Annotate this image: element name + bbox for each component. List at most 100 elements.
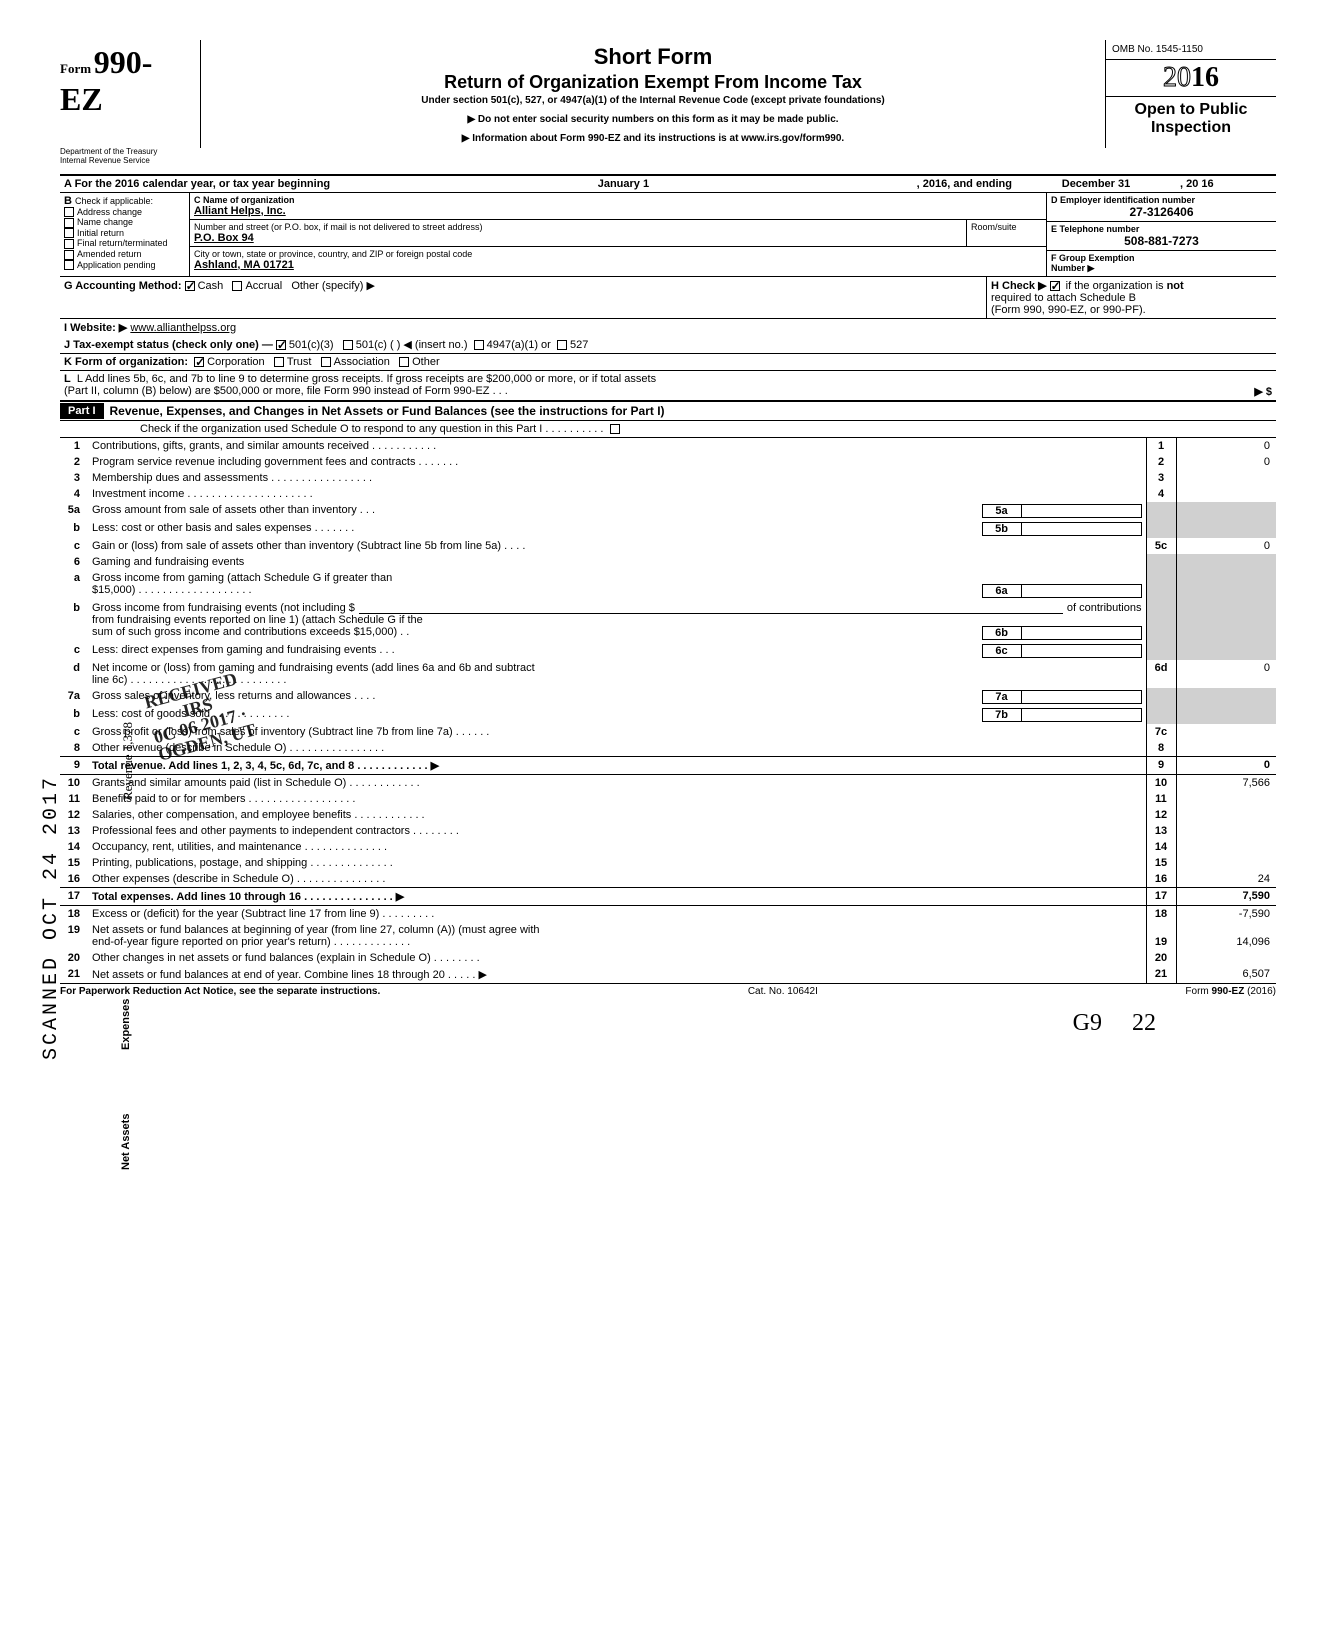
- line-5a: 5aGross amount from sale of assets other…: [60, 502, 1276, 520]
- checkbox-501c-icon[interactable]: [343, 340, 353, 350]
- row-l: L L Add lines 5b, 6c, and 7b to line 9 t…: [60, 371, 1276, 401]
- org-addr: P.O. Box 94: [194, 232, 254, 244]
- line-9: 9Total revenue. Add lines 1, 2, 3, 4, 5c…: [60, 756, 1276, 774]
- room-suite: Room/suite: [966, 220, 1046, 246]
- checkbox-icon[interactable]: [64, 228, 74, 238]
- line-19: 19Net assets or fund balances at beginni…: [60, 922, 1276, 950]
- row-h: H Check ▶ if the organization is not req…: [986, 277, 1276, 318]
- header-arrow2: ▶ Information about Form 990-EZ and its …: [207, 133, 1099, 144]
- row-a-begin: January 1: [334, 176, 913, 192]
- line-17: 17Total expenses. Add lines 10 through 1…: [60, 887, 1276, 905]
- row-i: I Website: ▶ www.allianthelpss.org: [60, 319, 1276, 336]
- open-public: Open to Public Inspection: [1106, 97, 1276, 140]
- page-footer: For Paperwork Reduction Act Notice, see …: [60, 984, 1276, 997]
- checkbox-527-icon[interactable]: [557, 340, 567, 350]
- box-b-sub: Check if applicable:: [75, 196, 153, 206]
- checkbox-schedo-icon[interactable]: [610, 424, 620, 434]
- title-return: Return of Organization Exempt From Incom…: [207, 72, 1099, 93]
- line-20: 20Other changes in net assets or fund ba…: [60, 950, 1276, 966]
- header-arrow1: ▶ Do not enter social security numbers o…: [207, 114, 1099, 125]
- line-4: 4Investment income . . . . . . . . . . .…: [60, 486, 1276, 502]
- line-5c: cGain or (loss) from sale of assets othe…: [60, 538, 1276, 554]
- row-a: A For the 2016 calendar year, or tax yea…: [60, 176, 1276, 193]
- chk-initial[interactable]: Initial return: [64, 228, 185, 239]
- box-def: D Employer identification number 27-3126…: [1046, 193, 1276, 276]
- line-14: 14Occupancy, rent, utilities, and mainte…: [60, 839, 1276, 855]
- handwriting: G9 22: [1073, 1010, 1156, 1037]
- revenue-side-label: Revenue 1,378: [120, 722, 136, 800]
- line-2: 2Program service revenue including gover…: [60, 454, 1276, 470]
- checkbox-accrual-icon[interactable]: [232, 281, 242, 291]
- addr-label-cell: Number and street (or P.O. box, if mail …: [190, 220, 966, 246]
- row-a-end: , 20 16: [1176, 176, 1276, 192]
- row-gh: G Accounting Method: Cash Accrual Other …: [60, 277, 1276, 319]
- line-12: 12Salaries, other compensation, and empl…: [60, 807, 1276, 823]
- line-16: 16Other expenses (describe in Schedule O…: [60, 871, 1276, 888]
- form-number: Form 990-EZ: [60, 44, 192, 118]
- phone: 508-881-7273: [1051, 234, 1272, 248]
- box-e: E Telephone number 508-881-7273: [1047, 222, 1276, 251]
- row-a-mid2: , 2016, and ending: [913, 176, 1016, 192]
- year-outline: 20: [1163, 62, 1191, 93]
- line-6b: b Gross income from fundraising events (…: [60, 600, 1276, 642]
- tax-year: 2016: [1106, 60, 1276, 97]
- line-11: 11Benefits paid to or for members . . . …: [60, 791, 1276, 807]
- line-3: 3Membership dues and assessments . . . .…: [60, 470, 1276, 486]
- title-short-form: Short Form: [207, 44, 1099, 70]
- form-number-cell: Form 990-EZ Department of the Treasury I…: [60, 40, 200, 174]
- chk-name[interactable]: Name change: [64, 217, 185, 228]
- checkbox-icon[interactable]: [64, 218, 74, 228]
- chk-amended[interactable]: Amended return: [64, 249, 185, 260]
- part1-header: Part I Revenue, Expenses, and Changes in…: [60, 401, 1276, 421]
- checkbox-other-icon[interactable]: [399, 357, 409, 367]
- line-5b: bLess: cost or other basis and sales exp…: [60, 520, 1276, 538]
- checkbox-h-icon[interactable]: [1050, 281, 1060, 291]
- dept-line2: Internal Revenue Service: [60, 157, 192, 166]
- chk-pending[interactable]: Application pending: [64, 260, 185, 271]
- form-num: 990-EZ: [60, 44, 152, 117]
- checkbox-icon[interactable]: [64, 250, 74, 260]
- title-cell: Short Form Return of Organization Exempt…: [200, 40, 1106, 148]
- line-15: 15Printing, publications, postage, and s…: [60, 855, 1276, 871]
- chk-final[interactable]: Final return/terminated: [64, 238, 185, 249]
- box-f: F Group Exemption Number ▶: [1047, 251, 1276, 276]
- checkbox-icon[interactable]: [64, 239, 74, 249]
- checkbox-corp-icon[interactable]: [194, 357, 204, 367]
- row-a-label: A For the 2016 calendar year, or tax yea…: [60, 176, 334, 192]
- line-6c: cLess: direct expenses from gaming and f…: [60, 642, 1276, 660]
- header-right: OMB No. 1545-1150 2016 Open to Public In…: [1106, 40, 1276, 140]
- row-g: G Accounting Method: Cash Accrual Other …: [60, 277, 986, 318]
- line-6a: aGross income from gaming (attach Schedu…: [60, 570, 1276, 600]
- box-c-city: City or town, state or province, country…: [190, 247, 1046, 273]
- checkbox-cash-icon[interactable]: [185, 281, 195, 291]
- row-j: J Tax-exempt status (check only one) — 5…: [60, 336, 1276, 354]
- line-18: 18Excess or (deficit) for the year (Subt…: [60, 905, 1276, 922]
- box-d: D Employer identification number 27-3126…: [1047, 193, 1276, 222]
- scanned-stamp: SCANNED OCT 24 2017: [40, 775, 63, 1060]
- checkbox-icon[interactable]: [64, 207, 74, 217]
- line-21: 21Net assets or fund balances at end of …: [60, 966, 1276, 984]
- omb-number: OMB No. 1545-1150: [1106, 40, 1276, 60]
- footer-mid: Cat. No. 10642I: [748, 986, 818, 997]
- row-k: K Form of organization: Corporation Trus…: [60, 354, 1276, 371]
- box-c-label: C Name of organization Alliant Helps, In…: [190, 193, 1046, 220]
- footer-left: For Paperwork Reduction Act Notice, see …: [60, 986, 380, 997]
- org-city: Ashland, MA 01721: [194, 259, 294, 271]
- line-10: 10Grants and similar amounts paid (list …: [60, 774, 1276, 791]
- part1-check-row: Check if the organization used Schedule …: [60, 421, 1276, 438]
- line-13: 13Professional fees and other payments t…: [60, 823, 1276, 839]
- checkbox-501c3-icon[interactable]: [276, 340, 286, 350]
- footer-right: Form 990-EZ (2016): [1185, 986, 1276, 997]
- row-a-end-date: December 31: [1016, 176, 1176, 192]
- checkbox-4947-icon[interactable]: [474, 340, 484, 350]
- checkbox-trust-icon[interactable]: [274, 357, 284, 367]
- website: www.allianthelpss.org: [130, 322, 236, 334]
- expenses-side-label: Expenses: [120, 999, 132, 1050]
- part1-title: Revenue, Expenses, and Changes in Net As…: [104, 402, 671, 420]
- checkbox-icon[interactable]: [64, 260, 74, 270]
- chk-address[interactable]: Address change: [64, 207, 185, 218]
- checkbox-assoc-icon[interactable]: [321, 357, 331, 367]
- box-c: C Name of organization Alliant Helps, In…: [190, 193, 1046, 276]
- box-b: B Check if applicable: Address change Na…: [60, 193, 190, 276]
- title-subtitle: Under section 501(c), 527, or 4947(a)(1)…: [207, 95, 1099, 106]
